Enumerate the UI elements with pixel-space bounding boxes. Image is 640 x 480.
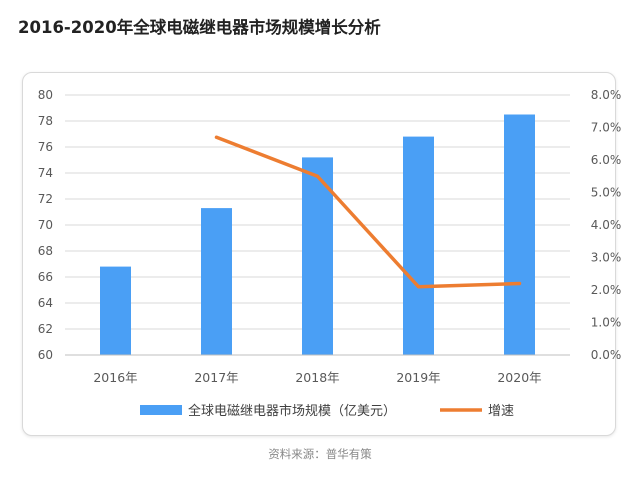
bar: [302, 157, 333, 355]
x-tick-label: 2019年: [396, 370, 440, 385]
y-axis-left: 60 62 64 66 68 70 72 74 76 78 80: [38, 88, 53, 362]
y-tick-label: 72: [38, 192, 53, 206]
y2-tick-label: 4.0%: [591, 218, 622, 232]
y2-tick-label: 5.0%: [591, 186, 622, 200]
legend-bar-label: 全球电磁继电器市场规模（亿美元）: [188, 403, 396, 419]
source-note: 资料来源：普华有策: [268, 447, 372, 461]
bar: [504, 114, 535, 355]
y2-tick-label: 0.0%: [591, 348, 622, 362]
growth-point: [417, 285, 420, 289]
legend-line-label: 增速: [488, 404, 514, 419]
y-tick-label: 60: [38, 348, 53, 362]
y-tick-label: 74: [38, 166, 53, 180]
x-tick-label: 2017年: [194, 370, 238, 385]
x-tick-label: 2020年: [497, 370, 541, 385]
y-tick-label: 68: [38, 244, 53, 258]
y-tick-label: 76: [38, 140, 53, 154]
y2-tick-label: 8.0%: [591, 88, 622, 102]
bars: [100, 114, 535, 355]
y-tick-label: 66: [38, 270, 53, 284]
bar: [201, 208, 232, 355]
growth-point: [518, 282, 521, 285]
x-tick-label: 2018年: [295, 370, 339, 385]
y2-tick-label: 6.0%: [591, 153, 622, 167]
x-axis: 2016年 2017年 2018年 2019年 2020年: [65, 354, 570, 385]
x-tick-label: 2016年: [93, 370, 137, 385]
page-title: 2016-2020年全球电磁继电器市场规模增长分析: [18, 18, 381, 37]
growth-line-path: [214, 135, 522, 289]
y2-tick-label: 1.0%: [591, 316, 622, 330]
growth-line: [214, 135, 522, 289]
legend-bar-swatch: [140, 405, 182, 415]
y-axis-right: 0.0% 1.0% 2.0% 3.0% 4.0% 5.0% 6.0% 7.0% 8.0%: [591, 88, 622, 362]
y-tick-label: 70: [38, 218, 53, 232]
y2-tick-label: 3.0%: [591, 251, 622, 265]
bar: [403, 136, 434, 355]
bar: [100, 266, 131, 355]
legend: 全球电磁继电器市场规模（亿美元） 增速: [140, 403, 514, 419]
growth-point: [316, 174, 319, 178]
y-tick-label: 78: [38, 114, 53, 128]
y-tick-label: 64: [38, 296, 53, 310]
y-tick-label: 80: [38, 88, 53, 102]
y2-tick-label: 2.0%: [591, 283, 622, 297]
y2-tick-label: 7.0%: [591, 121, 622, 135]
growth-point: [215, 135, 218, 139]
y-tick-label: 62: [38, 322, 53, 336]
